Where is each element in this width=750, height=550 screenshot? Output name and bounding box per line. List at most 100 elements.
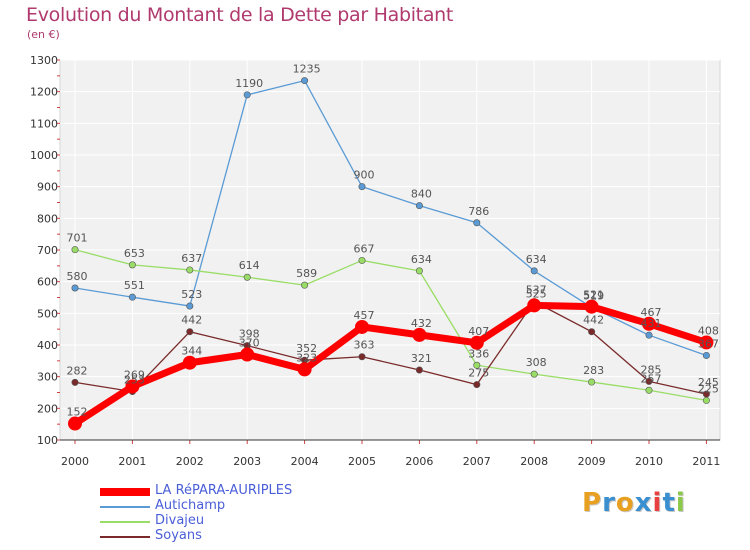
logo-letter: i [652, 488, 663, 518]
legend-label-1: LA RéPARA-AURIPLES [155, 483, 293, 498]
series-point-1 [527, 298, 542, 313]
series-point-3 [301, 281, 309, 289]
data-label-1: 323 [296, 351, 317, 364]
y-tick-label: 900 [37, 181, 58, 194]
series-point-1 [469, 335, 484, 350]
series-point-2 [702, 351, 710, 359]
series-point-2 [243, 91, 251, 99]
x-tick-label: 2000 [61, 455, 89, 468]
y-tick-label: 100 [37, 434, 58, 447]
data-label-3: 653 [124, 247, 145, 260]
x-tick-label: 2006 [405, 455, 433, 468]
data-label-4: 363 [354, 339, 375, 352]
legend-swatch-3 [100, 521, 150, 523]
data-label-4: 352 [296, 342, 317, 355]
series-point-4 [702, 390, 710, 398]
data-label-3: 225 [698, 382, 719, 395]
data-label-1: 432 [411, 317, 432, 330]
series-point-2 [128, 293, 136, 301]
y-tick-label: 1000 [30, 149, 58, 162]
data-label-1: 269 [124, 368, 145, 381]
series-point-1 [68, 416, 82, 431]
data-label-3: 336 [468, 347, 489, 360]
x-tick-label: 2005 [348, 455, 376, 468]
x-tick-label: 2004 [291, 455, 319, 468]
data-label-3: 667 [354, 242, 375, 255]
data-label-3: 634 [411, 253, 432, 266]
series-point-4 [473, 381, 481, 389]
data-label-4: 442 [583, 314, 604, 327]
legend-swatch-4 [100, 536, 150, 538]
x-tick-label: 2003 [233, 455, 261, 468]
logo-letter: r [602, 488, 616, 518]
series-point-3 [243, 273, 251, 281]
logo-letter: x [634, 488, 653, 518]
y-tick-label: 500 [37, 307, 58, 320]
data-label-3: 283 [583, 364, 604, 377]
data-label-1: 457 [354, 309, 375, 322]
x-tick-label: 2010 [635, 455, 663, 468]
series-line-4 [74, 300, 707, 395]
series-point-4 [588, 328, 596, 336]
data-label-2: 900 [354, 169, 375, 182]
data-label-4: 442 [181, 314, 202, 327]
legend-label-4: Soyans [155, 528, 202, 543]
logo-letter: t [662, 488, 676, 518]
series-point-4 [358, 353, 366, 361]
legend-label-3: Divajeu [155, 513, 205, 528]
series-point-2 [301, 77, 309, 85]
series-point-3 [415, 267, 423, 275]
y-tick-label: 1100 [30, 117, 58, 130]
series-point-1 [642, 316, 656, 331]
logo-letter: o [615, 488, 635, 518]
data-label-3: 308 [526, 356, 547, 369]
series-point-3 [530, 370, 538, 378]
data-label-3: 257 [641, 372, 662, 385]
series-point-3 [702, 396, 710, 404]
series-line-3 [74, 249, 707, 402]
series-point-1 [412, 327, 427, 342]
y-tick-label: 400 [37, 339, 58, 352]
series-point-2 [645, 331, 653, 339]
data-label-4: 537 [526, 284, 547, 297]
data-label-2: 1190 [235, 77, 263, 90]
data-label-2: 1235 [293, 63, 321, 76]
data-label-3: 637 [181, 252, 202, 265]
series-point-4 [645, 377, 653, 385]
proxiti-logo: Proxiti [582, 488, 686, 518]
series-point-4 [71, 378, 79, 386]
series-point-3 [358, 256, 366, 264]
legend-swatch-1 [100, 488, 150, 496]
series-point-3 [588, 378, 596, 386]
data-label-2: 786 [468, 205, 489, 218]
y-tick-label: 200 [37, 402, 58, 415]
series-point-1 [297, 362, 312, 377]
data-label-4: 245 [698, 376, 719, 389]
data-label-2: 580 [67, 270, 88, 283]
data-label-1: 344 [181, 345, 202, 358]
data-label-2: 367 [698, 337, 719, 350]
series-point-3 [645, 386, 653, 394]
data-label-1: 407 [468, 325, 489, 338]
x-tick-label: 2001 [118, 455, 146, 468]
x-tick-label: 2007 [463, 455, 491, 468]
series-point-1 [355, 319, 369, 334]
data-label-3: 614 [239, 259, 260, 272]
data-label-2: 519 [583, 289, 604, 302]
legend-swatch-2 [100, 506, 150, 508]
data-label-3: 589 [296, 267, 317, 280]
data-label-3: 701 [67, 232, 88, 245]
data-label-1: 408 [698, 324, 719, 337]
y-tick-label: 600 [37, 276, 58, 289]
series-point-3 [71, 246, 79, 254]
y-tick-label: 800 [37, 212, 58, 225]
series-point-2 [358, 183, 366, 191]
series-point-3 [186, 266, 194, 274]
y-tick-label: 1300 [30, 54, 58, 67]
series-point-2 [530, 267, 538, 275]
series-line-1 [73, 301, 708, 427]
data-label-4: 275 [468, 367, 489, 380]
legend-label-2: Autichamp [155, 498, 226, 513]
data-label-2: 551 [124, 279, 145, 292]
